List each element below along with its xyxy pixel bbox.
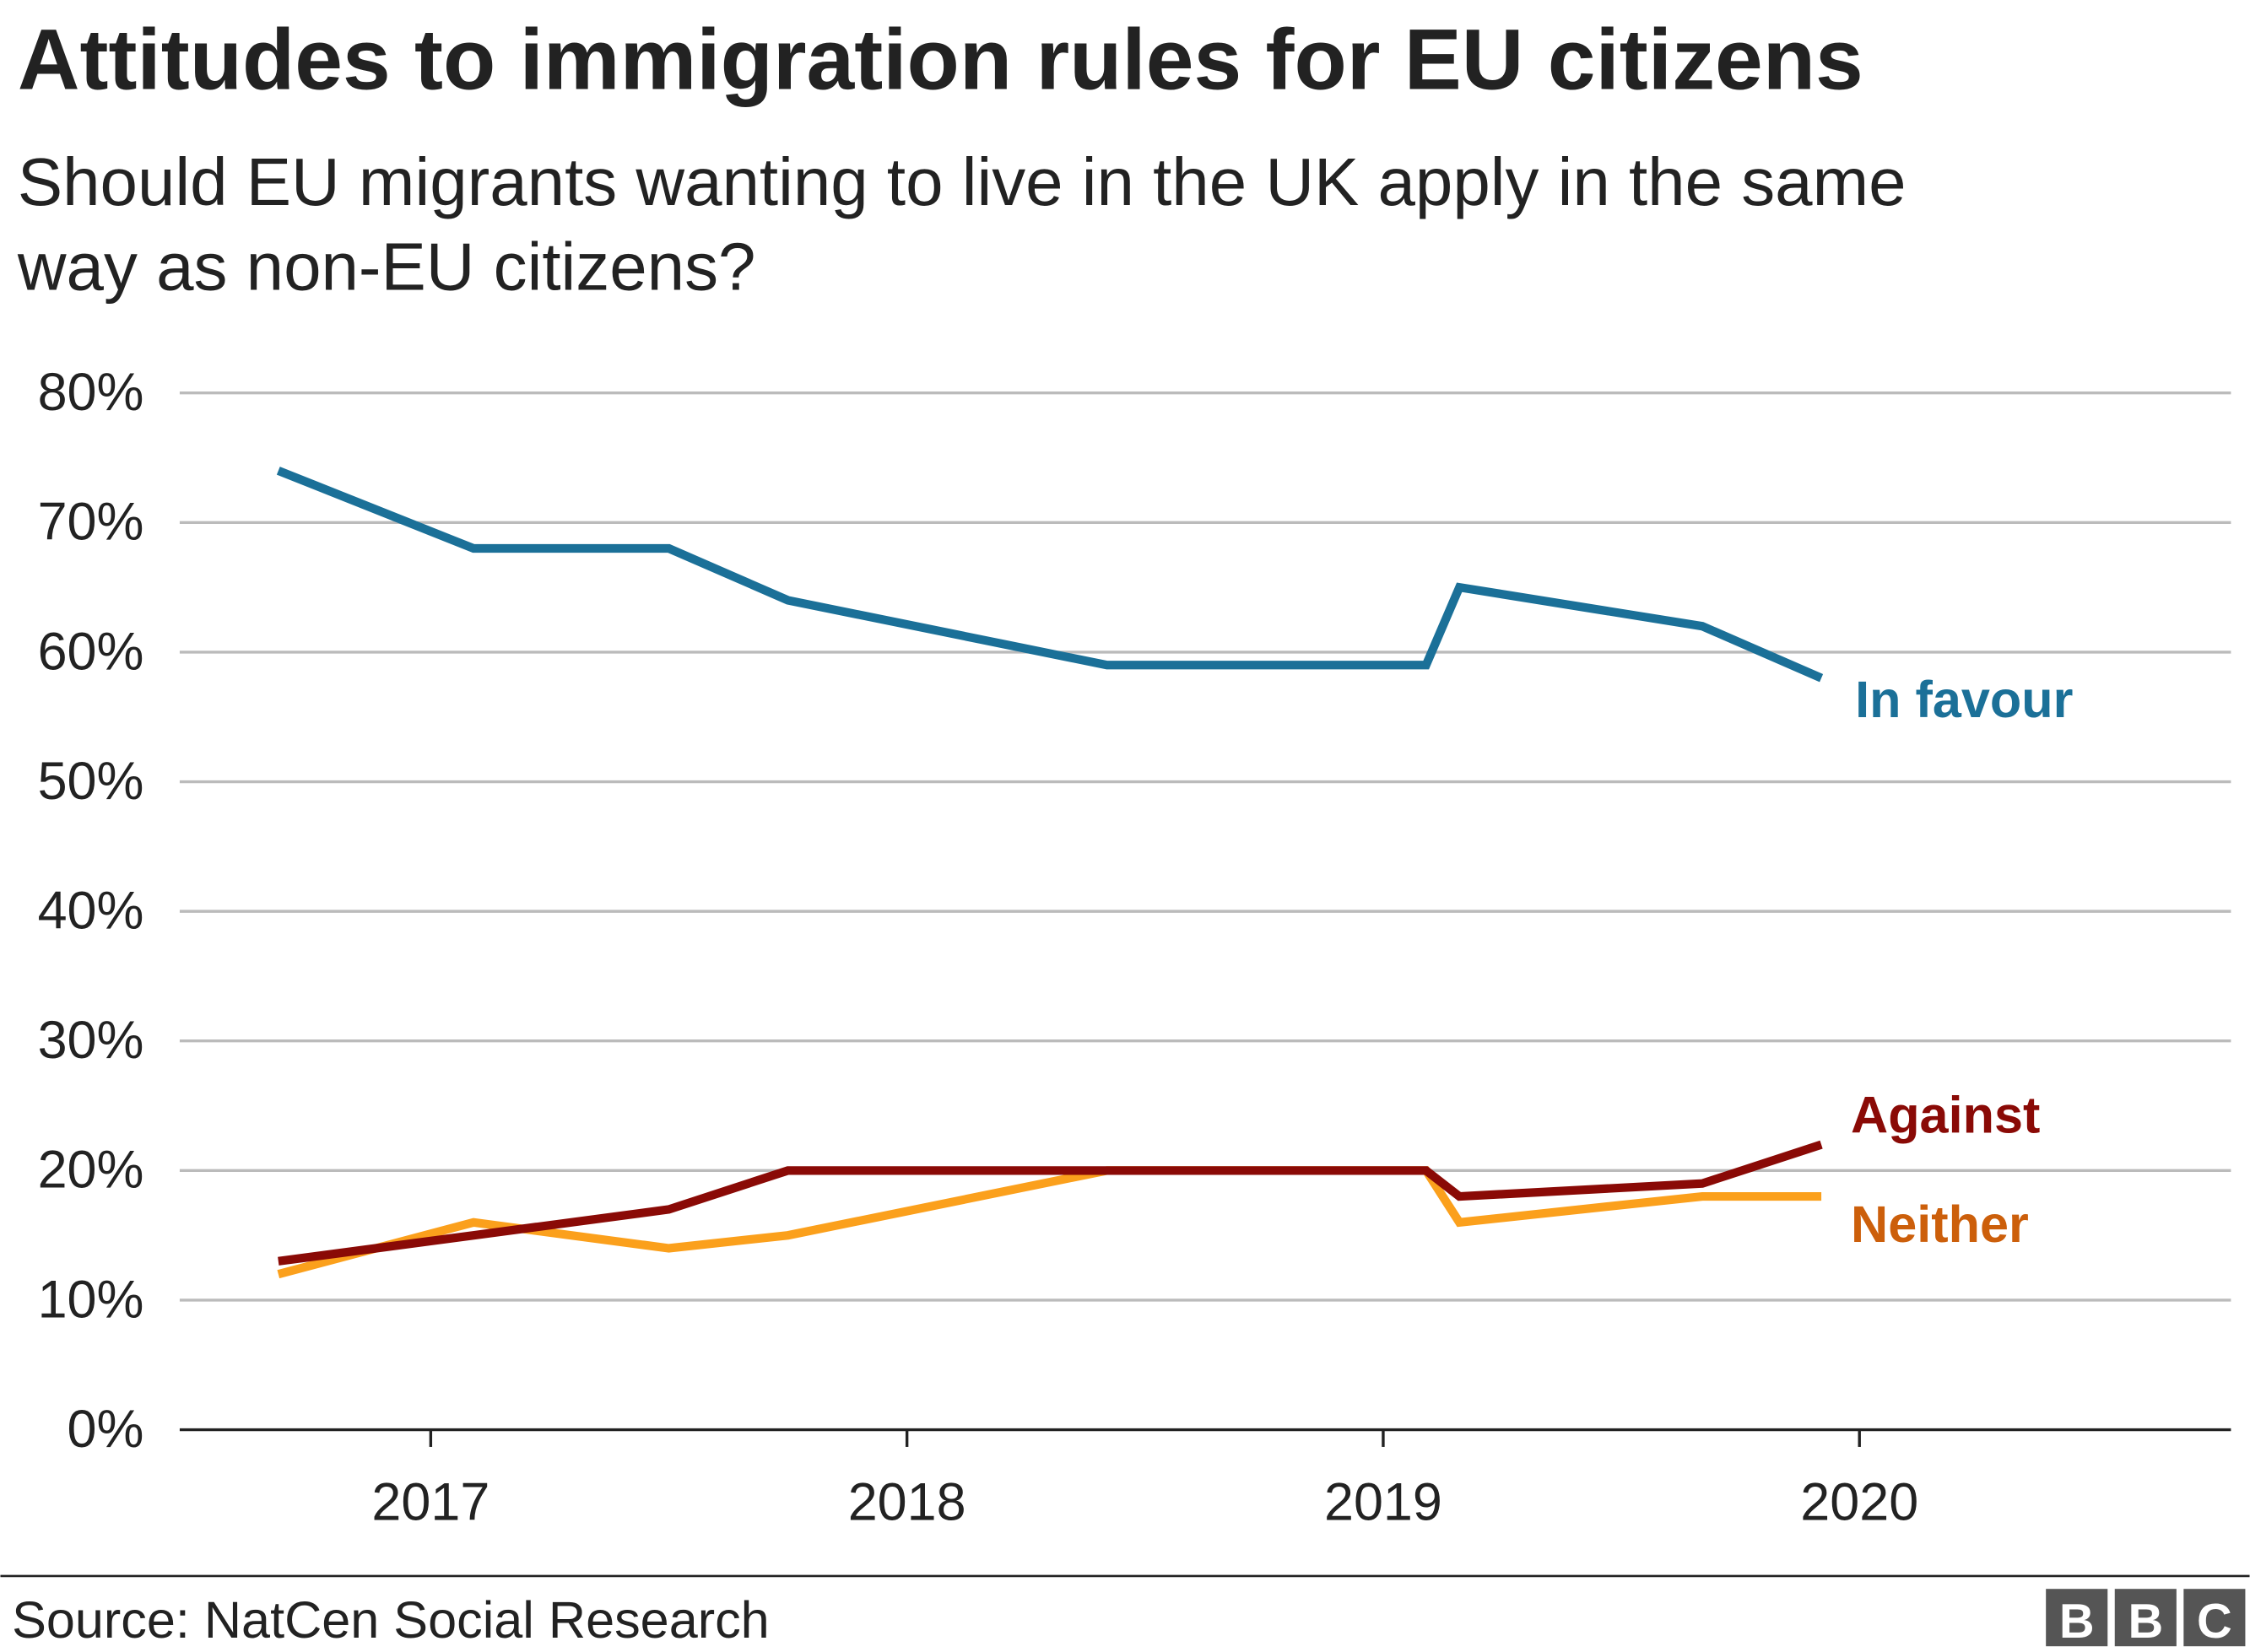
logo-letter: B <box>2128 1595 2163 1649</box>
x-tick-label: 2017 <box>371 1473 489 1532</box>
x-tick-label: 2020 <box>1800 1473 1918 1532</box>
y-tick-label: 10% <box>38 1270 144 1329</box>
y-tick-label: 30% <box>38 1011 144 1070</box>
logo-letter: C <box>2197 1595 2232 1649</box>
chart-subtitle-line-2: way as non-EU citizens? <box>17 229 756 304</box>
y-tick-label: 80% <box>38 363 144 422</box>
bbc-logo: B B C <box>2046 1589 2246 1649</box>
y-tick-label: 60% <box>38 622 144 681</box>
series-label: Neither <box>1851 1196 2029 1253</box>
series-line-in-favour <box>276 467 1824 683</box>
series-line-against <box>278 1140 1823 1266</box>
y-tick-label: 50% <box>38 752 144 811</box>
y-tick-label: 40% <box>38 882 144 941</box>
y-tick-label: 0% <box>68 1400 144 1459</box>
logo-letter: B <box>2059 1595 2095 1649</box>
y-tick-label: 20% <box>38 1141 144 1200</box>
chart-title: Attitudes to immigration rules for EU ci… <box>18 11 1863 107</box>
chart-subtitle-line-1: Should EU migrants wanting to live in th… <box>18 144 1907 219</box>
series-label: In favour <box>1855 671 2073 728</box>
x-tick-label: 2018 <box>848 1473 966 1532</box>
source-text: Source: NatCen Social Research <box>12 1591 770 1649</box>
x-tick-label: 2019 <box>1324 1473 1442 1532</box>
series-label: Against <box>1851 1087 2040 1144</box>
y-tick-label: 70% <box>38 493 144 552</box>
